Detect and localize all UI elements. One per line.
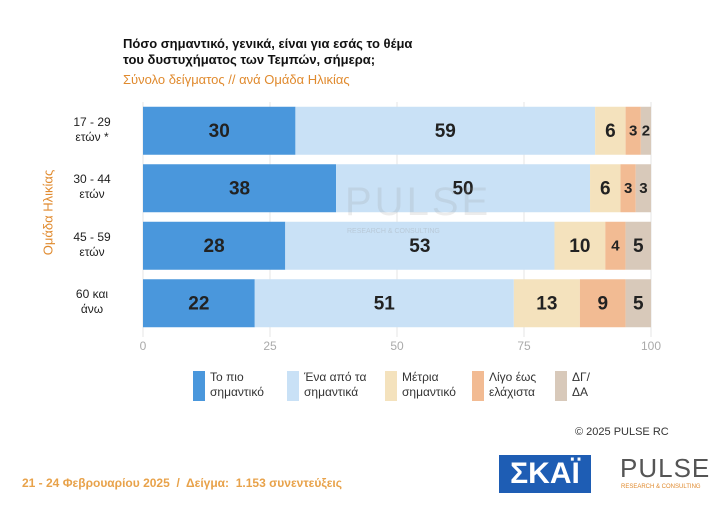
data-label: 3 xyxy=(624,180,632,197)
data-label: 50 xyxy=(452,178,473,199)
data-label: 5 xyxy=(633,236,644,257)
bar-segment xyxy=(620,164,636,213)
legend-swatch xyxy=(555,371,567,401)
bar-segment xyxy=(285,221,555,270)
data-label: 3 xyxy=(629,123,637,140)
data-label: 22 xyxy=(188,293,209,314)
chart-title: Πόσο σημαντικό, γενικά, είναι για εσάς τ… xyxy=(123,36,413,67)
legend-swatch xyxy=(287,371,299,401)
y-tick-label: 30 - 44 ετών xyxy=(73,172,111,202)
x-tick-label: 100 xyxy=(641,339,661,353)
data-label: 10 xyxy=(569,236,590,257)
data-label: 38 xyxy=(229,178,250,199)
bar-segment xyxy=(143,279,255,328)
watermark: PULSE xyxy=(345,180,492,224)
legend-swatch xyxy=(385,371,397,401)
y-axis-label: Ομάδα Ηλικίας xyxy=(40,169,56,256)
copyright: © 2025 PULSE RC xyxy=(575,426,669,438)
logo-pulse: PULSE xyxy=(620,453,711,483)
bar-segment xyxy=(625,106,641,155)
legend-swatch xyxy=(472,371,484,401)
legend-label: ΔΓ/ ΔΑ xyxy=(572,370,590,399)
data-label: 3 xyxy=(639,180,647,197)
bar-segment xyxy=(336,164,591,213)
legend-label: Λίγο έως ελάχιστα xyxy=(489,370,537,399)
subtitle: Σύνολο δείγματος // ανά Ομάδα Ηλικίας xyxy=(123,72,350,87)
bar-segment xyxy=(513,279,580,328)
bar-segment xyxy=(143,106,296,155)
bar-segment xyxy=(625,221,651,270)
x-tick-label: 0 xyxy=(140,339,147,353)
data-label: 13 xyxy=(536,293,557,314)
footer: 21 - 24 Φεβρουαρίου 2025 / Δείγμα: 1.153… xyxy=(22,476,342,490)
y-tick-label: 17 - 29 ετών * xyxy=(73,114,111,144)
data-label: 28 xyxy=(204,236,225,257)
data-label: 4 xyxy=(611,238,620,255)
x-tick-label: 75 xyxy=(517,339,531,353)
data-label: 53 xyxy=(409,236,430,257)
bar-segment xyxy=(595,106,626,155)
bar-segment xyxy=(605,221,626,270)
bar-segment xyxy=(625,279,651,328)
data-label: 6 xyxy=(605,121,616,142)
logo-skai: ΣΚΑΪ xyxy=(499,455,591,493)
bar-segment xyxy=(640,106,651,155)
data-label: 5 xyxy=(633,293,644,314)
y-tick-label: 60 και άνω xyxy=(75,287,109,317)
bar-segment xyxy=(254,279,514,328)
data-label: 6 xyxy=(600,178,611,199)
bar-segment xyxy=(635,164,651,213)
data-label: 9 xyxy=(597,293,608,314)
legend-label: Ένα από τα σημαντικά xyxy=(304,370,367,399)
bar-segment xyxy=(590,164,621,213)
bar-segment xyxy=(295,106,596,155)
y-tick-label: 45 - 59 ετών xyxy=(73,229,111,259)
legend-label: Μέτρια σημαντικό xyxy=(402,370,456,399)
legend-label: Το πιο σημαντικό xyxy=(210,370,264,399)
bar-segment xyxy=(143,164,337,213)
bar-segment xyxy=(143,221,286,270)
data-label: 2 xyxy=(642,123,650,140)
logo-pulse-sub: RESEARCH & CONSULTING xyxy=(621,484,701,490)
x-tick-label: 50 xyxy=(390,339,404,353)
legend-swatch xyxy=(193,371,205,401)
data-label: 51 xyxy=(374,293,396,314)
data-label: 30 xyxy=(209,121,230,142)
bar-segment xyxy=(554,221,606,270)
x-tick-label: 25 xyxy=(263,339,277,353)
data-label: 59 xyxy=(435,121,456,142)
watermark-sub: RESEARCH & CONSULTING xyxy=(347,228,440,235)
bar-segment xyxy=(579,279,626,328)
